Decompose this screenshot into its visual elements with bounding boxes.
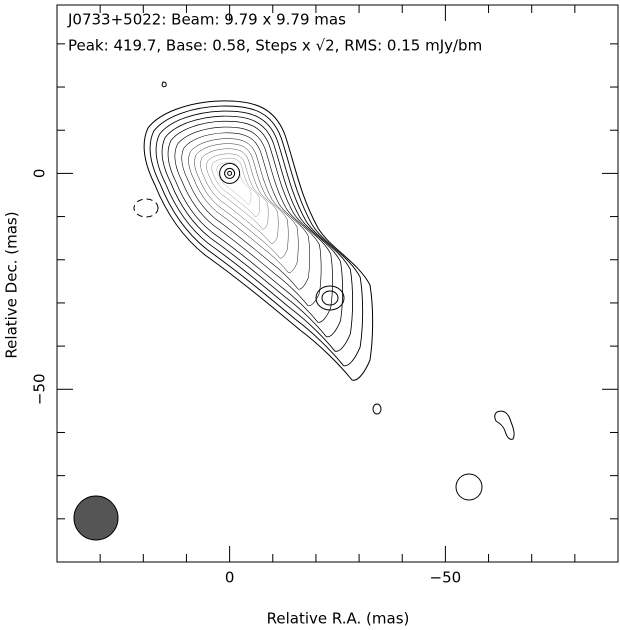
y-axis-label: Relative Dec. (mas) — [3, 211, 21, 358]
contour — [188, 138, 299, 273]
contour — [321, 290, 339, 306]
contour — [133, 198, 159, 218]
contour — [181, 132, 310, 290]
contour — [216, 162, 252, 205]
y-tick-label: −50 — [31, 373, 49, 405]
contour — [211, 158, 260, 217]
contour — [494, 410, 515, 440]
contour — [161, 115, 343, 338]
contours — [73, 81, 515, 541]
x-tick-label: 0 — [225, 569, 235, 587]
contour — [315, 285, 345, 311]
x-tick-label: −50 — [430, 569, 462, 587]
contour — [174, 126, 322, 307]
contour — [455, 473, 483, 501]
plot-frame — [56, 4, 619, 563]
chart-title: J0733+5022: Beam: 9.79 x 9.79 mas — [67, 11, 346, 29]
contour — [200, 148, 279, 244]
y-tick-label: 0 — [31, 169, 49, 179]
contour — [219, 162, 241, 184]
beam — [73, 495, 119, 541]
contour — [143, 100, 374, 381]
contour — [149, 105, 364, 367]
contour — [167, 120, 333, 323]
contour — [224, 167, 236, 179]
contour — [206, 153, 269, 230]
contour — [227, 170, 233, 176]
contour — [155, 110, 354, 352]
contour — [372, 403, 382, 415]
x-axis-label: Relative R.A. (mas) — [267, 610, 410, 628]
contour — [194, 143, 289, 259]
contour — [161, 81, 167, 88]
chart-subtitle: Peak: 419.7, Base: 0.58, Steps x √2, RMS… — [68, 37, 482, 55]
